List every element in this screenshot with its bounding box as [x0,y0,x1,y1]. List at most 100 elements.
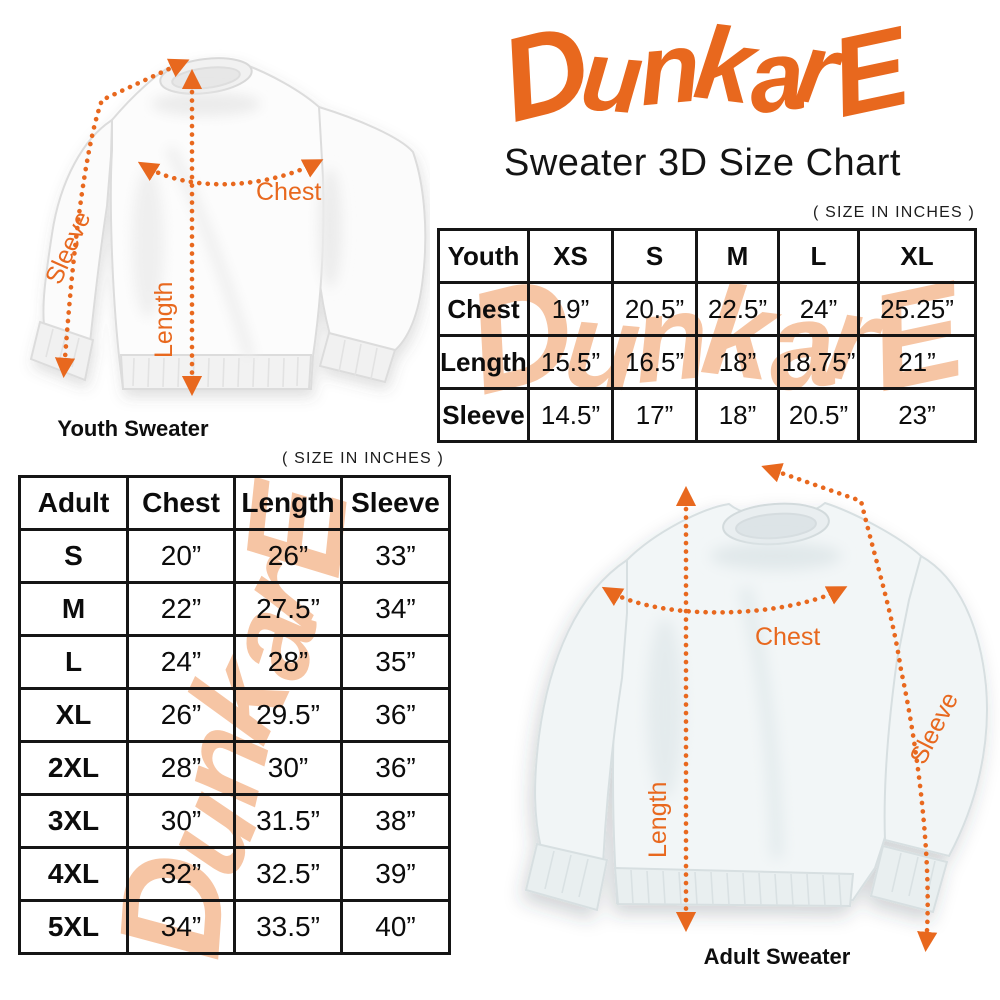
column-header: XL [857,228,977,284]
header-row: Youth XS S M L XL [437,228,977,284]
row-label: 3XL [18,793,129,849]
size-value: 26” [126,687,236,743]
size-value: 20.5” [611,281,698,337]
page-title: Sweater 3D Size Chart [504,142,901,184]
size-value: 23” [857,387,977,443]
table-row: XL 26” 29.5” 36” [18,687,451,743]
adult-length-label: Length [644,782,672,858]
adult-size-table: Adult Chest Length Sleeve S 20” 26” 33” M 22” 27.5… [18,475,451,955]
table-row: Length 15.5” 16.5” 18” 18.75” 21” [437,334,977,390]
size-value: 27.5” [233,581,343,637]
table-row: L 24” 28” 35” [18,634,451,690]
row-label: S [18,528,129,584]
size-value: 24” [777,281,860,337]
size-value: 18.75” [777,334,860,390]
size-value: 26” [233,528,343,584]
size-value: 36” [340,687,451,743]
size-value: 29.5” [233,687,343,743]
row-label: Length [437,334,530,390]
size-value: 28” [233,634,343,690]
size-value: 30” [126,793,236,849]
column-header: Adult [18,475,129,531]
table-row: M 22” 27.5” 34” [18,581,451,637]
size-value: 18” [695,387,780,443]
size-value: 18” [695,334,780,390]
column-header: M [695,228,780,284]
size-value: 34” [126,899,236,955]
row-label: 2XL [18,740,129,796]
column-header: Sleeve [340,475,451,531]
table-row: 2XL 28” 30” 36” [18,740,451,796]
youth-size-table: Youth XS S M L XL Chest 19” 20.5” 22.5” 24” 25.25” L… [437,228,977,443]
column-header: Length [233,475,343,531]
table-row: S 20” 26” 33” [18,528,451,584]
size-value: 28” [126,740,236,796]
adult-hem-band [613,866,855,908]
table-row: Chest 19” 20.5” 22.5” 24” 25.25” [437,281,977,337]
size-value: 15.5” [527,334,614,390]
adult-measure-arrows: Chest Length Sleeve [601,463,964,953]
size-value: 38” [340,793,451,849]
table-row: 5XL 34” 33.5” 40” [18,899,451,955]
row-label: Sleeve [437,387,530,443]
adult-sleeve-arrow [761,463,938,953]
size-value: 20” [126,528,236,584]
size-value: 33” [340,528,451,584]
size-value: 32” [126,846,236,902]
size-value: 39” [340,846,451,902]
size-value: 33.5” [233,899,343,955]
row-label: Chest [437,281,530,337]
row-label: 5XL [18,899,129,955]
logo-letter: u [577,18,643,136]
adult-chest-label: Chest [755,623,820,651]
size-value: 36” [340,740,451,796]
size-value: 25.25” [857,281,977,337]
column-header: Youth [437,228,530,284]
row-label: L [18,634,129,690]
adult-left-sleeve [534,558,628,866]
adult-right-cuff [869,844,949,914]
youth-caption: Youth Sweater [57,416,209,441]
size-value: 34” [340,581,451,637]
size-value: 40” [340,899,451,955]
youth-sweater-illustration: Sleeve Length Chest [29,57,427,397]
size-value: 20.5” [777,387,860,443]
column-header: Chest [126,475,236,531]
size-value: 24” [126,634,236,690]
youth-length-label: Length [150,282,178,358]
column-header: S [611,228,698,284]
size-value: 32.5” [233,846,343,902]
youth-chest-label: Chest [256,178,321,206]
youth-size-note: ( SIZE IN INCHES ) [812,204,975,221]
adult-chest-arrow [601,586,848,615]
size-value: 21” [857,334,977,390]
adult-caption: Adult Sweater [703,944,851,969]
table-row: 3XL 30” 31.5” 38” [18,793,451,849]
size-value: 31.5” [233,793,343,849]
adult-garment [524,501,988,914]
table-row: 4XL 32” 32.5” 39” [18,846,451,902]
adult-size-note: ( SIZE IN INCHES ) [281,450,444,467]
size-value: 16.5” [611,334,698,390]
size-value: 14.5” [527,387,614,443]
logo-letter: E [820,4,915,141]
logo-letter: n [633,10,700,128]
size-value: 19” [527,281,614,337]
youth-sleeve-arrow [54,58,190,379]
column-header: L [777,228,860,284]
row-label: M [18,581,129,637]
table-row: Sleeve 14.5” 17” 18” 20.5” 23” [437,387,977,443]
column-header: XS [527,228,614,284]
youth-chest-arrow [137,159,324,187]
size-value: 30” [233,740,343,796]
adult-sweater-illustration: Chest Length Sleeve [524,463,988,953]
row-label: 4XL [18,846,129,902]
size-value: 17” [611,387,698,443]
row-label: XL [18,687,129,743]
header-row: Adult Chest Length Sleeve [18,475,451,531]
size-value: 35” [340,634,451,690]
size-value: 22” [126,581,236,637]
size-value: 22.5” [695,281,780,337]
